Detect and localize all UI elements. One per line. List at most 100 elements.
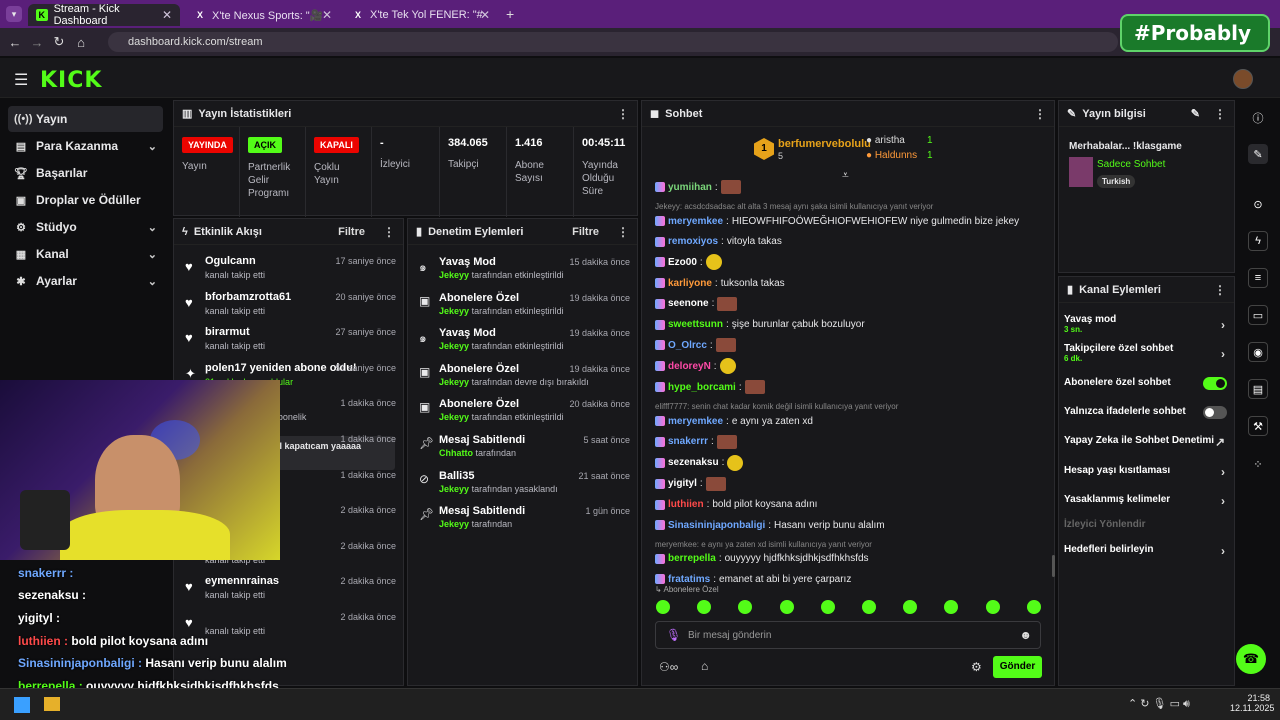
moderation-actor[interactable]: Jekeyy (439, 376, 470, 387)
support-button[interactable]: ☎ (1236, 644, 1266, 674)
tab-search-button[interactable]: ▾ (6, 6, 22, 22)
reload-icon[interactable]: ↻ (53, 34, 65, 49)
chat-message[interactable]: remoxiyos: vitoyla takas (655, 233, 782, 251)
chat-username[interactable]: sezenaksu (668, 457, 719, 468)
send-button[interactable]: Gönder (993, 656, 1042, 678)
moderation-actor[interactable]: Jekeyy (439, 270, 470, 280)
back-icon[interactable]: ← (8, 34, 22, 50)
moderation-actor[interactable]: Chhatto (439, 448, 473, 458)
kick-logo[interactable]: KICK (40, 68, 103, 93)
chat-message[interactable]: meryemkee: HIEOWFHIFOÖWEĞHIOFWEHIOFEW niy… (655, 212, 1019, 230)
chat-message[interactable]: karliyone: tuksonla takas (655, 274, 785, 292)
activity-item[interactable]: ♥ kanalı takip etti 2 dakika önce (181, 609, 396, 643)
moderation-item[interactable]: ⊘ Balli35 Jekeyy tarafından yasaklandı 21 s… (415, 468, 630, 502)
emote-icon[interactable] (985, 600, 1000, 614)
tray-icons[interactable]: ⌃ ↻ 🎙︎ ▭ 🔊︎ (1128, 698, 1190, 710)
users-infinite-icon[interactable]: ⚇∞ (659, 660, 679, 674)
moderation-actor[interactable]: Jekeyy (439, 412, 470, 423)
activity-item[interactable]: ♥ bforbamzrotta61 kanalı takip etti 20 sani… (181, 289, 396, 323)
more-icon[interactable]: ⋮ (1214, 282, 1226, 297)
moderation-item[interactable]: ๑ Yavaş Mod Jekeyy tarafından etkinleştiri… (415, 254, 630, 288)
moderation-item[interactable]: ▣ Abonelere Özel Jekeyy tarafından etkinle… (415, 290, 630, 324)
chat-username[interactable]: Sinasininjaponbaligi (668, 519, 766, 531)
chat-message[interactable]: luthiien: bold pilot koysana adını (655, 496, 817, 514)
more-icon[interactable]: ⋮ (383, 224, 395, 239)
close-icon[interactable]: ✕ (161, 8, 172, 22)
url-field[interactable]: dashboard.kick.com/stream (108, 32, 1118, 52)
emote-icon[interactable] (820, 600, 835, 614)
emote-icon[interactable] (779, 600, 794, 614)
focus-icon[interactable]: ⊙ (1253, 198, 1263, 211)
gifter-3[interactable]: ● Haldunns (866, 150, 917, 161)
moderation-actor[interactable]: Jekeyy (439, 305, 470, 316)
more-icon[interactable]: ⋮ (617, 224, 629, 239)
emote-icon[interactable] (656, 600, 670, 614)
wrench-icon[interactable]: ⚒ (1248, 416, 1268, 436)
edit-icon[interactable]: ✎ (1190, 108, 1200, 120)
menu-icon[interactable]: ☰ (14, 72, 29, 89)
moderation-actor[interactable]: Jekeyy (439, 483, 470, 494)
new-tab-button[interactable]: + (506, 6, 515, 22)
chat-username[interactable]: Ezo00 (668, 256, 697, 268)
chat-message[interactable]: yigityl: (655, 475, 726, 493)
moderation-item[interactable]: 📌︎ Mesaj Sabitlendi Chhatto tarafından 5 sa… (415, 432, 630, 466)
top-gifter-name[interactable]: berfumervebolulu (778, 138, 871, 150)
sidebar-item-para-kazanma[interactable]: ▤ Para Kazanma ⌄ (8, 133, 163, 159)
chat-username[interactable]: seenone (668, 298, 709, 309)
emote-icon[interactable] (1026, 600, 1041, 614)
tab-x-nexus[interactable]: X X'te Nexus Sports: "🎥 Rafa Silv ✕ (186, 4, 340, 26)
mic-icon[interactable]: 🎙︎ (666, 628, 682, 642)
more-icon[interactable]: ⋮ (1214, 106, 1226, 121)
channel-action-item[interactable]: Yalnızca ifadelerle sohbet (1064, 406, 1229, 419)
chat-username[interactable]: yigityl (668, 478, 697, 489)
chat-username[interactable]: luthiien (668, 499, 704, 510)
chat-username[interactable]: deloreyN (668, 360, 711, 372)
moderation-item[interactable]: ๑ Yavaş Mod Jekeyy tarafından etkinleştiri… (415, 325, 630, 359)
apps-icon[interactable]: ⁘ (1253, 458, 1263, 471)
broadcast-icon[interactable]: ◉ (1248, 342, 1268, 362)
info-icon[interactable]: ⓘ (1252, 113, 1264, 125)
channel-action-item[interactable]: Yasaklanmış kelimeler › (1064, 494, 1229, 508)
chat-username[interactable]: sweettsunn (668, 319, 724, 330)
forward-icon[interactable]: → (30, 34, 44, 50)
category-name[interactable]: Sadece Sohbet (1097, 159, 1166, 170)
chat-username[interactable]: berrepella (668, 553, 716, 564)
chat-message[interactable]: fratatims: emanet at abi bi yere çarparız (655, 570, 851, 588)
filter-button[interactable]: Filtre (572, 225, 599, 238)
moderation-item[interactable]: ▣ Abonelere Özel Jekeyy tarafından devre d… (415, 361, 630, 395)
sidebar-item-droplar[interactable]: ▣ Droplar ve Ödüller (8, 187, 163, 213)
chat-username[interactable]: fratatims (668, 573, 711, 585)
gear-icon[interactable]: ⚙ (971, 660, 982, 674)
channel-action-item[interactable]: Hesap yaşı kısıtlaması › (1064, 465, 1229, 479)
close-icon[interactable]: ✕ (321, 8, 332, 22)
chat-username[interactable]: remoxiyos (668, 236, 719, 247)
emote-icon[interactable] (738, 600, 753, 614)
chat-message[interactable]: sezenaksu: (655, 454, 744, 472)
activity-item[interactable]: ♥ birarmut kanalı takip etti 27 saniye önce (181, 324, 396, 358)
sidebar-item-ayarlar[interactable]: ✱ Ayarlar ⌄ (8, 268, 163, 294)
chat-message[interactable]: berrepella: ouyyyyy hjdfkhksjdhkjsdfhkhsf… (655, 550, 869, 568)
sidebar-item-kanal[interactable]: ▦ Kanal ⌄ (8, 241, 163, 267)
activity-item[interactable]: 1 dakika önce (181, 467, 396, 501)
chat-scrollbar[interactable] (1052, 555, 1055, 577)
windows-start-icon[interactable] (14, 697, 30, 713)
clock[interactable]: 21:58 12.11.2025 (1230, 693, 1274, 713)
sidebar-item-basarilar[interactable]: 🏆︎ Başarılar (8, 160, 163, 186)
channel-action-item[interactable]: Yavaş mod 3 sn. › (1064, 314, 1229, 334)
channel-action-item[interactable]: Abonelere özel sohbet (1064, 377, 1229, 390)
chat-username[interactable]: snakerrr (668, 436, 709, 447)
channel-action-item[interactable]: Takipçilere özel sohbet 6 dk. › (1064, 343, 1229, 363)
toggle-switch[interactable] (1203, 377, 1227, 390)
chat-message[interactable]: meryemkee: e aynı ya zaten xd (655, 412, 813, 430)
chat-username[interactable]: hype_borcami (668, 381, 736, 393)
emote-icon[interactable] (903, 600, 918, 614)
channel-action-item[interactable]: Yapay Zeka ile Sohbet Denetimi ↗ (1064, 435, 1229, 449)
moderation-actor[interactable]: Jekeyy (439, 341, 470, 352)
chat-input[interactable]: 🎙︎ Bir mesaj gönderin ☻ (655, 621, 1041, 649)
edit-icon[interactable]: ✎ (1248, 144, 1268, 164)
store-icon[interactable]: ⌂ (701, 659, 709, 673)
gifter-2[interactable]: ● aristha (866, 135, 905, 146)
chat-message[interactable]: O_Olrcc: (655, 336, 736, 354)
sidebar-item-studyo[interactable]: ⚙ Stüdyo ⌄ (8, 214, 163, 240)
more-icon[interactable]: ⋮ (617, 106, 629, 121)
